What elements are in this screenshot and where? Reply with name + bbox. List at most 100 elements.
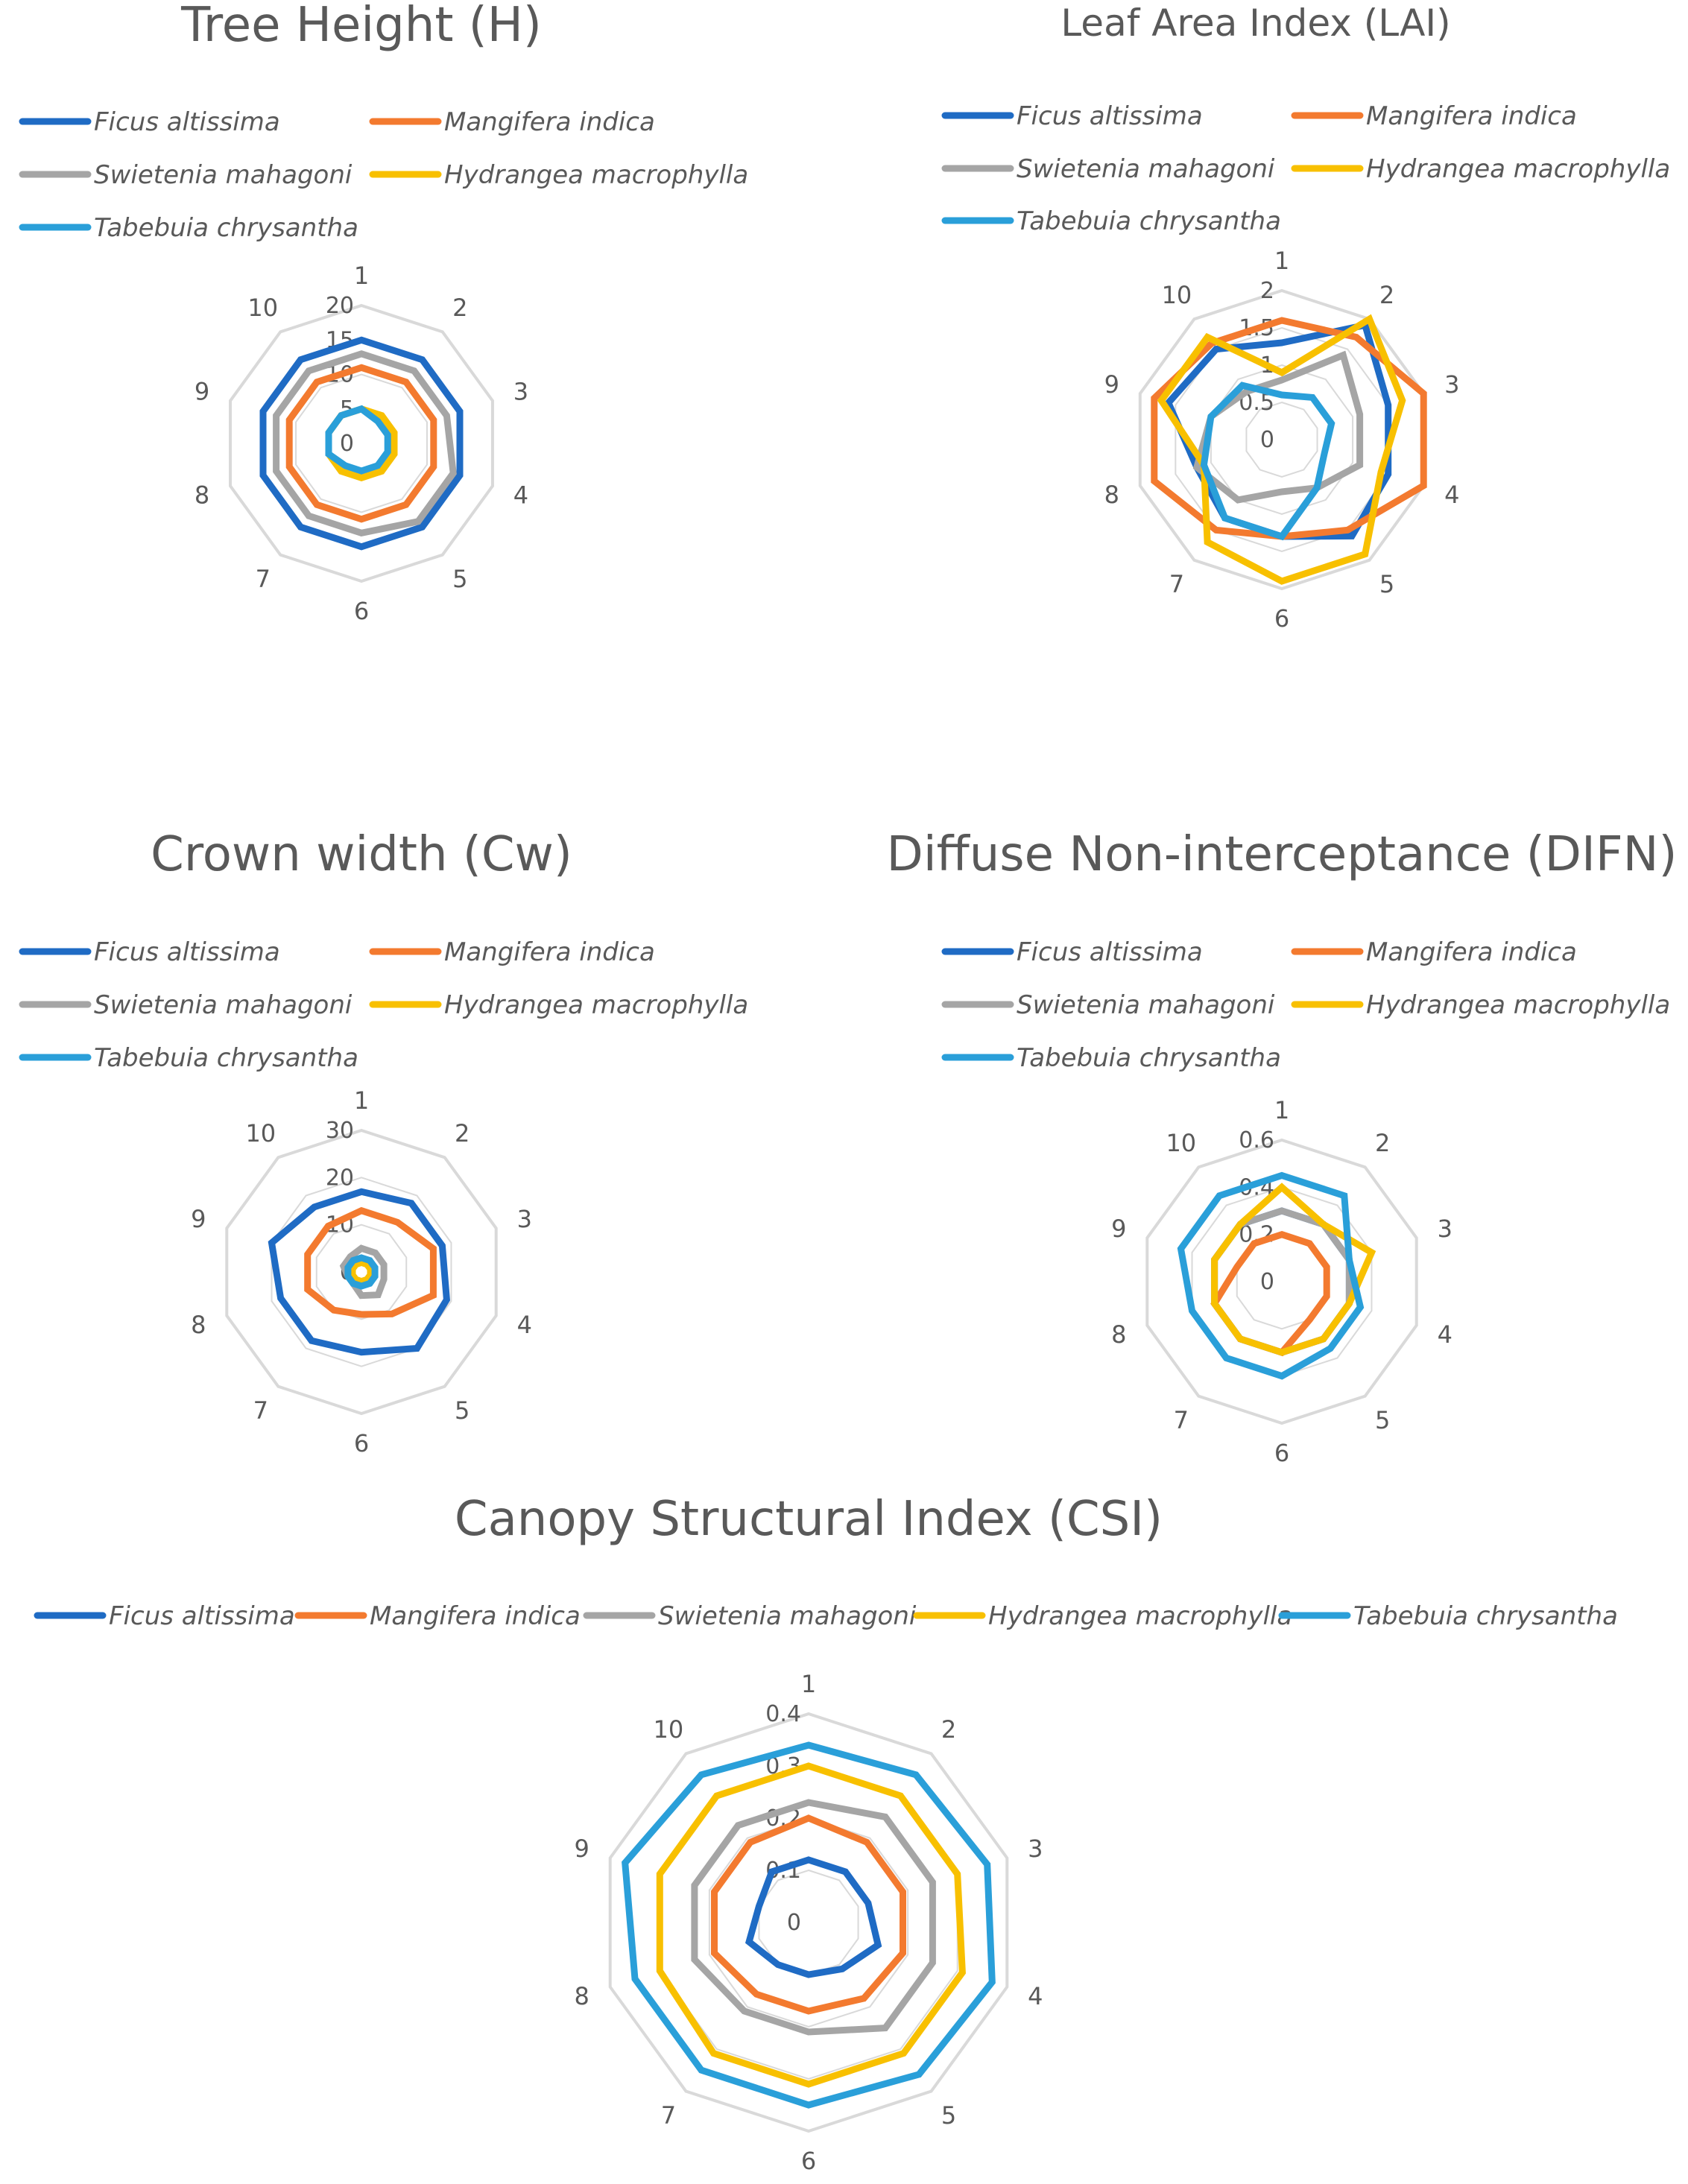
legend-label: Tabebuia chrysantha [1017, 206, 1281, 236]
legend-label: Mangifera indica [444, 937, 655, 967]
category-label: 9 [1111, 1215, 1126, 1243]
series-line-3 [273, 350, 457, 536]
category-label: 6 [1274, 604, 1289, 633]
category-label: 7 [1169, 570, 1184, 598]
series-line-3 [1192, 350, 1364, 504]
grid-ring [229, 303, 494, 583]
category-label: 10 [1162, 281, 1192, 309]
chart-title: Tree Height (H) [180, 0, 542, 53]
category-label: 2 [1375, 1129, 1390, 1157]
category-label: 8 [1111, 1320, 1126, 1349]
category-label: 9 [574, 1835, 589, 1863]
category-label: 10 [245, 1119, 276, 1148]
grid-ring [1138, 288, 1426, 591]
legend-label: Ficus altissima [1017, 937, 1203, 967]
category-label: 6 [801, 2147, 816, 2175]
category-label: 1 [1274, 247, 1289, 275]
category-label: 3 [517, 1205, 532, 1233]
category-label: 9 [191, 1205, 206, 1233]
series-line-3 [691, 1799, 936, 2036]
series-line-3 [339, 1244, 388, 1300]
series-line-4 [1157, 314, 1406, 585]
category-label: 2 [452, 294, 467, 322]
category-label: 7 [1174, 1406, 1189, 1434]
category-label: 8 [195, 481, 209, 510]
category-label: 3 [1028, 1835, 1043, 1863]
legend-label: Swietenia mahagoni [94, 990, 353, 1020]
grid-ring [295, 373, 428, 513]
category-label: 10 [654, 1715, 684, 1744]
legend-label: Hydrangea macrophylla [1366, 990, 1670, 1020]
legend-label: Tabebuia chrysantha [94, 1043, 358, 1073]
category-label: 4 [1444, 481, 1459, 509]
series-line-1 [745, 1856, 882, 1978]
legend-label: Ficus altissima [94, 937, 280, 967]
series-line-1 [268, 1188, 451, 1356]
legend-label: Ficus altissima [94, 107, 280, 137]
series-line-2 [711, 1814, 906, 2015]
legend-label: Mangifera indica [1366, 937, 1577, 967]
series-line-4 [1211, 1183, 1376, 1356]
tick-label: 0 [787, 1910, 801, 1936]
series-line-2 [304, 1206, 437, 1318]
radar-chart-4: Diffuse Non-interceptance (DIFN) Ficus al… [887, 827, 1678, 1467]
radar-chart-2: Leaf Area Index (LAI) Ficus altissima Mang… [941, 1, 1670, 633]
category-label: 5 [455, 1396, 470, 1425]
tick-label: 2 [1260, 278, 1274, 304]
category-label: 10 [247, 294, 278, 322]
legend-label: Swietenia mahagoni [658, 1601, 917, 1631]
category-label: 8 [1104, 481, 1119, 509]
chart-title: Canopy Structural Index (CSI) [455, 1492, 1163, 1547]
category-label: 1 [354, 1086, 369, 1115]
category-label: 6 [354, 597, 369, 625]
legend-label: Ficus altissima [109, 1601, 295, 1631]
category-label: 4 [1028, 1982, 1043, 2010]
tick-label: 30 [326, 1118, 354, 1144]
category-label: 10 [1166, 1129, 1196, 1157]
tick-label: 0 [1260, 1269, 1274, 1295]
grid-ring [225, 1128, 498, 1416]
category-label: 5 [941, 2101, 956, 2130]
category-label: 8 [574, 1982, 589, 2010]
legend-label: Hydrangea macrophylla [444, 160, 748, 190]
category-label: 7 [256, 565, 271, 593]
category-label: 7 [253, 1396, 268, 1425]
tick-label: 20 [326, 1165, 354, 1191]
chart-title: Diffuse Non-interceptance (DIFN) [887, 827, 1678, 882]
radar-chart-5: Canopy Structural Index (CSI) Ficus altis… [34, 1492, 1618, 2175]
grid-ring [1245, 401, 1318, 478]
category-label: 7 [661, 2101, 676, 2130]
tick-label: 0 [1260, 427, 1274, 453]
series-line-5 [344, 1254, 379, 1290]
legend-label: Mangifera indica [370, 1601, 581, 1631]
series-line-4 [656, 1762, 966, 2088]
series-line-5 [1200, 382, 1335, 541]
legend-label: Swietenia mahagoni [94, 160, 353, 190]
grid-ring [1175, 326, 1389, 553]
legend-label: Tabebuia chrysantha [1017, 1043, 1281, 1073]
category-label: 2 [1379, 281, 1394, 309]
category-label: 3 [1444, 370, 1459, 399]
category-label: 4 [1438, 1320, 1452, 1349]
category-label: 5 [452, 565, 467, 593]
tick-label: 20 [326, 293, 354, 319]
tick-label: 0 [340, 431, 354, 457]
category-label: 9 [1104, 370, 1119, 399]
tick-label: 0.6 [1239, 1127, 1274, 1153]
chart-title: Leaf Area Index (LAI) [1060, 1, 1450, 45]
category-label: 2 [941, 1715, 956, 1744]
category-label: 2 [455, 1119, 470, 1148]
grid-ring [271, 1177, 452, 1367]
legend-label: Ficus altissima [1017, 101, 1203, 131]
chart-title: Crown width (Cw) [151, 827, 572, 882]
grid-ring [315, 1224, 408, 1320]
legend-label: Hydrangea macrophylla [988, 1601, 1292, 1631]
series-line-5 [325, 405, 391, 475]
legend-label: Mangifera indica [444, 107, 655, 137]
category-label: 1 [1274, 1096, 1289, 1124]
series-line-2 [285, 364, 437, 523]
series-line-1 [259, 336, 464, 551]
category-label: 6 [354, 1429, 369, 1457]
category-label: 5 [1375, 1406, 1390, 1434]
